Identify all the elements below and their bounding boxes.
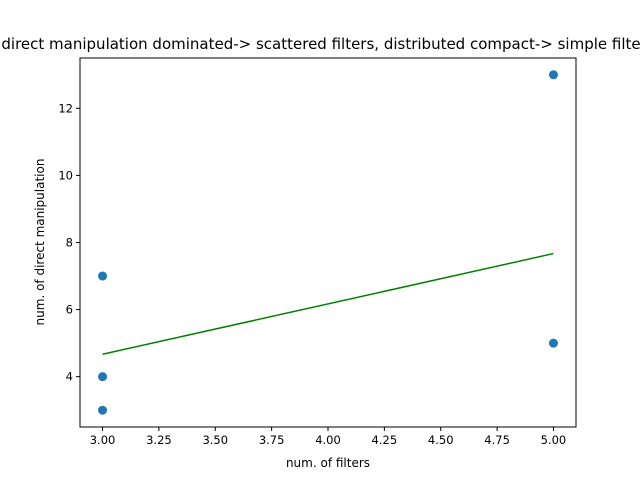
x-tick-label: 3.75: [259, 433, 285, 447]
x-tick-label: 4.50: [428, 433, 454, 447]
data-point: [98, 372, 108, 382]
x-tick-label: 5.00: [541, 433, 567, 447]
x-tick-label: 3.00: [90, 433, 116, 447]
data-point: [548, 70, 558, 80]
y-tick-label: 8: [66, 236, 73, 250]
x-tick-label: 3.50: [202, 433, 228, 447]
y-axis-ticks: 4 6 8 10 12: [58, 101, 80, 384]
data-point: [548, 338, 558, 348]
y-axis-label: num. of direct manipulation: [33, 159, 47, 326]
x-tick-label: 4.25: [372, 433, 398, 447]
chart-title: direct manipulation dominated-> scattere…: [1, 35, 640, 53]
x-tick-label: 4.75: [484, 433, 510, 447]
x-tick-label: 3.25: [146, 433, 172, 447]
y-tick-label: 6: [66, 303, 73, 317]
y-tick-label: 12: [58, 101, 73, 115]
x-tick-label: 4.00: [315, 433, 341, 447]
trend-line: [102, 252, 554, 355]
data-point: [98, 405, 108, 415]
x-axis-label: num. of filters: [286, 456, 370, 470]
y-tick-label: 4: [66, 370, 73, 384]
x-axis-ticks: 3.00 3.25 3.50 3.75 4.00 4.25 4.50 4.75 5.00: [90, 427, 567, 447]
y-tick-label: 10: [58, 168, 73, 182]
data-point: [98, 271, 108, 281]
plot-area: [98, 70, 558, 415]
